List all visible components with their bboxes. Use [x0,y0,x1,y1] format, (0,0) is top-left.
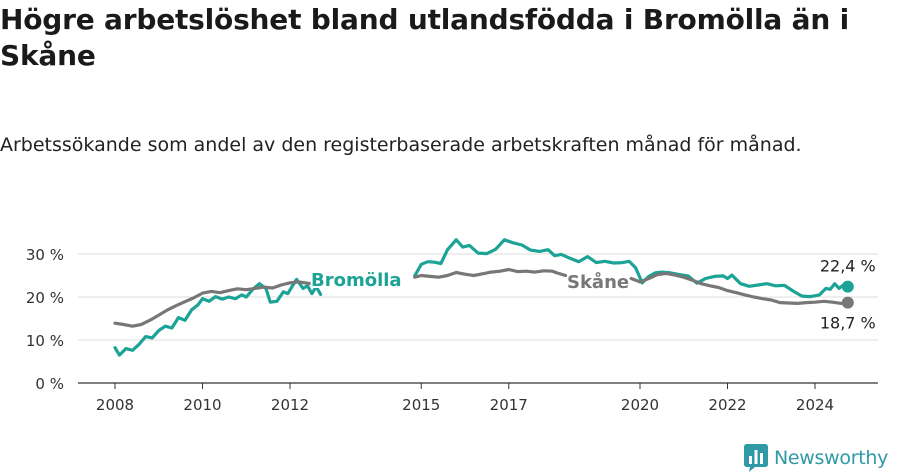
x-tick-label: 2012 [271,396,309,414]
series-line-bromolla [113,277,323,357]
x-tick-label: 2015 [402,396,440,414]
y-tick-label: 20 % [26,289,64,307]
y-tick-label: 30 % [26,246,64,264]
series-label-bromolla: Bromölla [311,270,402,291]
end-value-label-skane: 18,7 % [820,314,876,333]
series-line-skane [629,271,850,305]
x-tick-label: 2010 [183,396,221,414]
series-line-bromolla [413,238,850,299]
brand-logo: Newsworthy [744,443,888,473]
chart-title: Högre arbetslöshet bland utlandsfödda i … [0,3,850,72]
x-tick-label: 2022 [708,396,746,414]
y-tick-label: 10 % [26,332,64,350]
series-label-skane: Skåne [567,271,629,293]
end-point-bromolla [841,280,854,293]
y-tick-label: 0 % [35,375,64,393]
x-tick-label: 2024 [796,396,834,414]
x-tick-label: 2017 [490,396,528,414]
x-tick-label: 2020 [621,396,659,414]
series [113,238,854,357]
chart-subtitle: Arbetssökande som andel av den registerb… [0,134,802,156]
annotations: 22,4 % 18,7 % Bromölla Skåne [309,257,876,333]
end-point-skane [841,296,854,309]
series-line-skane [413,267,568,279]
series-line-skane [113,280,323,328]
axes: 0 % 10 % 20 % 30 % 2008 2010 2012 2015 2017 2020 2… [26,246,878,414]
x-tick-label: 2008 [96,396,134,414]
bar-chart-logo-icon [744,444,768,472]
brand-name: Newsworthy [774,447,889,469]
end-value-label-bromolla: 22,4 % [820,257,876,276]
